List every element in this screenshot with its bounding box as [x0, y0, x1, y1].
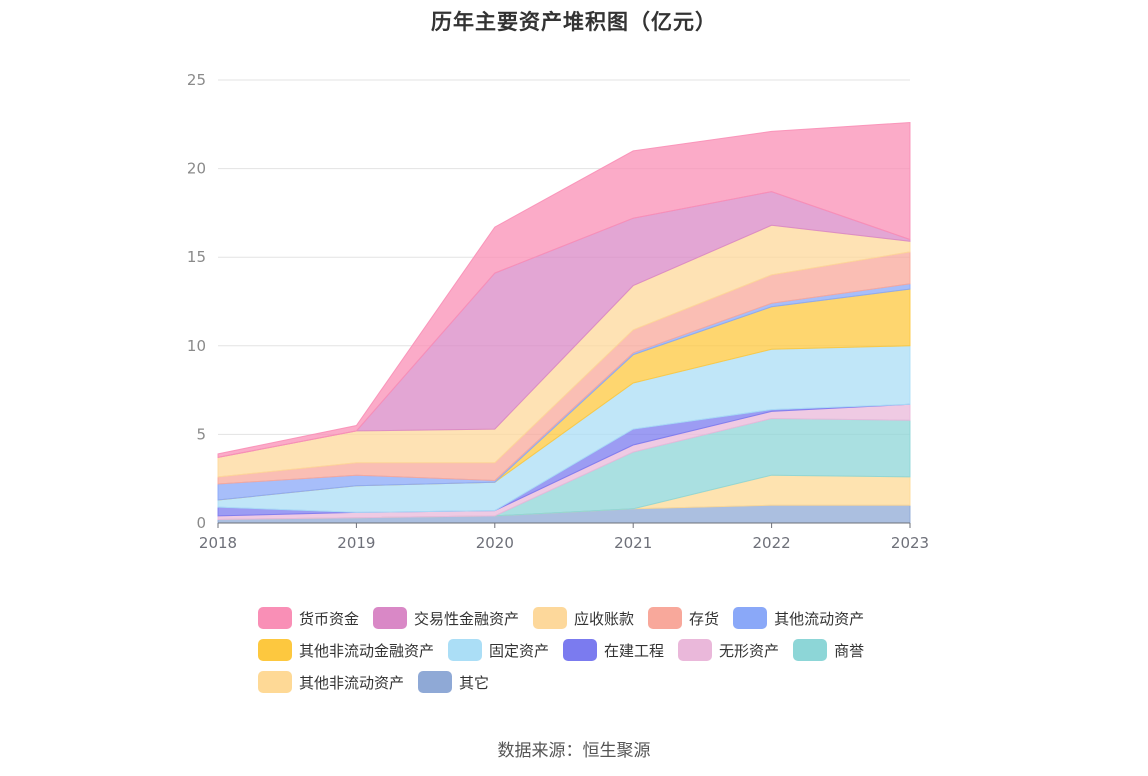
x-tick-label: 2023 — [891, 534, 929, 552]
legend-item[interactable]: 其他非流动资产 — [258, 670, 404, 694]
chart-title: 历年主要资产堆积图（亿元） — [431, 10, 717, 34]
legend-label: 存货 — [689, 609, 720, 628]
legend-item[interactable]: 应收账款 — [533, 606, 634, 630]
legend-item[interactable]: 存货 — [648, 606, 719, 630]
legend-item[interactable]: 无形资产 — [678, 638, 779, 662]
x-tick-label: 2021 — [614, 534, 652, 552]
legend-swatch — [258, 639, 292, 661]
y-tick-label: 20 — [187, 160, 206, 178]
legend-swatch — [678, 639, 713, 661]
legend-swatch — [648, 607, 683, 629]
y-tick-label: 25 — [187, 71, 206, 89]
legend-swatch — [563, 639, 598, 661]
y-tick-label: 5 — [196, 425, 206, 443]
legend: 货币资金 交易性金融资产 应收账款 存货 其他流动资产其他非流动金融资产 固定资产 在建工程… — [258, 606, 938, 694]
legend-swatch — [733, 607, 768, 629]
legend-item[interactable]: 交易性金融资产 — [373, 606, 519, 630]
legend-item[interactable]: 其他流动资产 — [733, 606, 864, 630]
legend-swatch — [418, 671, 453, 693]
legend-label: 其它 — [459, 673, 490, 692]
legend-item[interactable]: 其他非流动金融资产 — [258, 638, 434, 662]
legend-label: 应收账款 — [574, 609, 635, 628]
legend-swatch — [373, 607, 408, 629]
legend-item[interactable]: 固定资产 — [448, 638, 549, 662]
x-tick-label: 2018 — [199, 534, 237, 552]
legend-label: 其他非流动资产 — [299, 673, 405, 692]
x-tick-label: 2022 — [753, 534, 791, 552]
legend-item[interactable]: 商誉 — [793, 638, 864, 662]
legend-swatch — [793, 639, 828, 661]
legend-swatch — [533, 607, 568, 629]
x-tick-label: 2019 — [337, 534, 375, 552]
legend-label: 固定资产 — [489, 641, 550, 660]
legend-item[interactable]: 其它 — [418, 670, 489, 694]
legend-label: 商誉 — [834, 641, 865, 660]
legend-swatch — [448, 639, 483, 661]
y-tick-label: 10 — [187, 337, 206, 355]
area-series[interactable] — [217, 121, 911, 459]
axes: 0 5 10 15 20 25 2018 2019 2020 2021 2022 2023 — [187, 71, 929, 552]
y-tick-label: 15 — [187, 248, 206, 266]
legend-item[interactable]: 货币资金 — [258, 606, 359, 630]
legend-label: 其他流动资产 — [774, 609, 865, 628]
x-tick-label: 2020 — [476, 534, 514, 552]
area-series-layer — [217, 121, 911, 524]
legend-swatch — [258, 607, 292, 629]
data-source-note: 数据来源：恒生聚源 — [497, 741, 651, 761]
y-tick-label: 0 — [196, 514, 206, 532]
legend-label: 货币资金 — [299, 609, 360, 628]
legend-label: 其他非流动金融资产 — [299, 641, 435, 660]
legend-label: 交易性金融资产 — [414, 609, 520, 628]
legend-label: 无形资产 — [719, 641, 780, 660]
legend-label: 在建工程 — [604, 641, 665, 660]
legend-item[interactable]: 在建工程 — [563, 638, 664, 662]
legend-swatch — [258, 671, 292, 693]
